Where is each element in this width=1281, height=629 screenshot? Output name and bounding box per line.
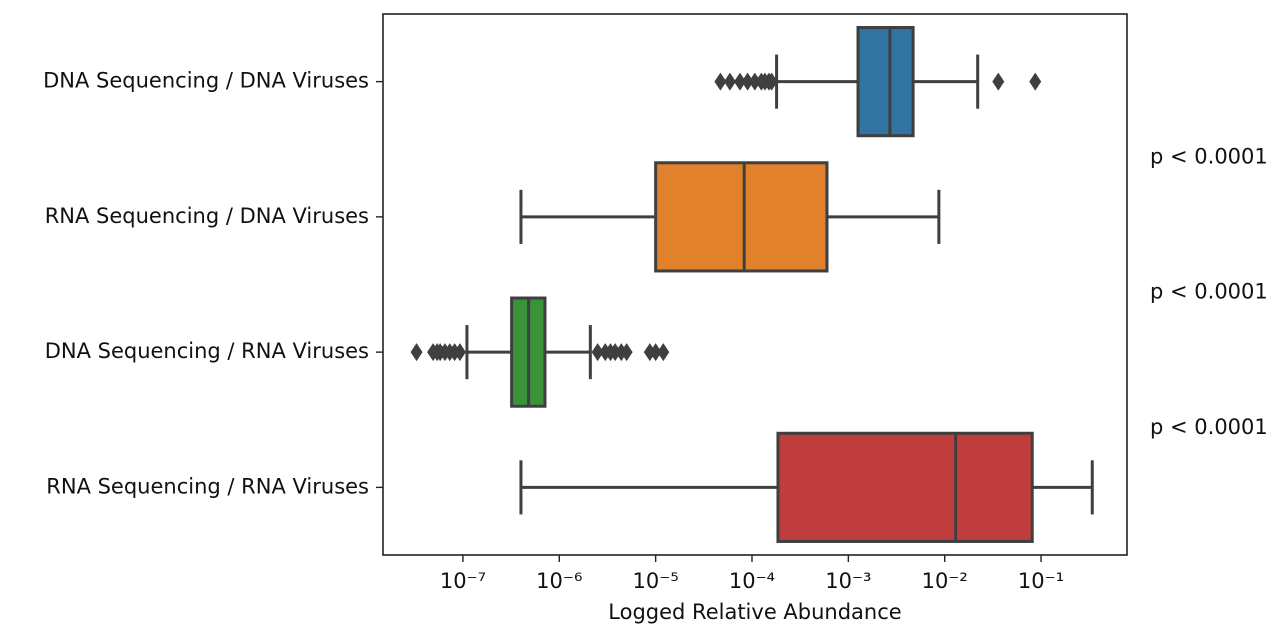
box: [856, 26, 915, 138]
x-tick-label: 10⁻³: [825, 569, 871, 593]
outlier: [649, 343, 662, 362]
annotation: p < 0.0001: [1150, 280, 1268, 304]
x-tick-label: 10⁻¹: [1018, 569, 1064, 593]
outlier: [453, 343, 466, 362]
outlier: [765, 72, 778, 91]
outlier: [714, 72, 727, 91]
outlier: [1029, 72, 1042, 91]
y-tick-label: RNA Sequencing / DNA Viruses: [45, 204, 369, 228]
y-tick-label: DNA Sequencing / DNA Viruses: [43, 69, 369, 93]
x-tick-label: 10⁻⁷: [440, 569, 486, 593]
outlier: [657, 343, 670, 362]
outlier: [748, 72, 761, 91]
y-tick-label: DNA Sequencing / RNA Viruses: [45, 339, 369, 363]
outlier: [609, 343, 622, 362]
y-tick-label: RNA Sequencing / RNA Viruses: [46, 474, 369, 498]
annotation: p < 0.0001: [1150, 144, 1268, 168]
plot-frame: [382, 13, 1128, 556]
outlier: [410, 343, 423, 362]
outlier: [741, 72, 754, 91]
x-axis-label: Logged Relative Abundance: [608, 600, 901, 624]
x-tick-label: 10⁻⁵: [633, 569, 679, 593]
outlier: [733, 72, 746, 91]
outlier: [992, 72, 1005, 91]
outlier: [620, 343, 633, 362]
outlier: [591, 343, 604, 362]
box: [776, 431, 1034, 543]
annotation: p < 0.0001: [1150, 415, 1268, 439]
x-tick-label: 10⁻⁴: [729, 569, 775, 593]
x-tick-label: 10⁻⁶: [536, 569, 582, 593]
box: [654, 161, 829, 273]
x-tick-label: 10⁻²: [922, 569, 968, 593]
outlier: [723, 72, 736, 91]
